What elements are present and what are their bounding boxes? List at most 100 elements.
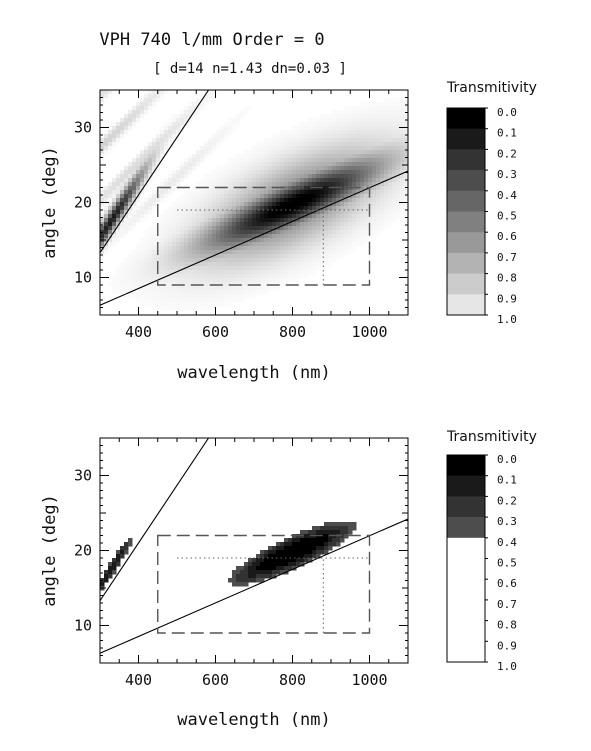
heatmap-cell	[316, 226, 321, 231]
heatmap-cell	[272, 150, 277, 155]
heatmap-cell	[228, 578, 233, 583]
heatmap-cell	[312, 222, 317, 227]
heatmap-cell	[212, 90, 217, 95]
heatmap-cell	[356, 238, 361, 243]
heatmap-cell	[184, 258, 189, 263]
heatmap-cell	[352, 246, 357, 251]
heatmap-cell	[376, 210, 381, 215]
heatmap-cell	[356, 142, 361, 147]
heatmap-cell	[280, 230, 285, 235]
heatmap-cell	[280, 566, 285, 571]
legend-swatch	[447, 232, 485, 254]
heatmap-cell	[276, 162, 281, 167]
heatmap-cell	[260, 162, 265, 167]
heatmap-cell	[240, 238, 245, 243]
heatmap-cell	[224, 222, 229, 227]
heatmap-cell	[400, 122, 405, 127]
heatmap-cell	[176, 254, 181, 259]
heatmap-cell	[268, 246, 273, 251]
heatmap-cell	[204, 258, 209, 263]
heatmap-cell	[360, 114, 365, 119]
heatmap-cell	[156, 150, 161, 155]
heatmap-cell	[260, 146, 265, 151]
heatmap-cell	[272, 230, 277, 235]
heatmap-cell	[192, 238, 197, 243]
heatmap-cell	[140, 170, 145, 175]
heatmap-cell	[248, 182, 253, 187]
heatmap-cell	[364, 162, 369, 167]
heatmap-cell	[140, 186, 145, 191]
heatmap-cell	[352, 150, 357, 155]
heatmap-cell	[152, 174, 157, 179]
heatmap-cell	[316, 526, 321, 531]
legend-label: 1.0	[497, 313, 517, 326]
heatmap-cell	[384, 190, 389, 195]
heatmap-cell	[252, 174, 257, 179]
heatmap-cell	[144, 154, 149, 159]
heatmap-cell	[312, 174, 317, 179]
heatmap-cell	[348, 526, 353, 531]
heatmap-cell	[116, 550, 121, 555]
heatmap-cell	[140, 286, 145, 291]
heatmap-cell	[116, 282, 121, 287]
heatmap-cell	[152, 142, 157, 147]
heatmap-cell	[232, 238, 237, 243]
x-tick-label: 600	[202, 323, 229, 341]
heatmap-cell	[312, 202, 317, 207]
heatmap-cell	[292, 250, 297, 255]
heatmap-cell	[388, 126, 393, 131]
heatmap-cell	[276, 242, 281, 247]
heatmap-cell	[352, 198, 357, 203]
heatmap-cell	[244, 154, 249, 159]
heatmap-cell	[184, 278, 189, 283]
legend-label: 0.6	[497, 230, 517, 243]
heatmap-cell	[104, 246, 109, 251]
heatmap-cell	[276, 234, 281, 239]
heatmap-cell	[140, 206, 145, 211]
heatmap-cell	[260, 142, 265, 147]
heatmap-cell	[180, 178, 185, 183]
heatmap-cell	[208, 294, 213, 299]
heatmap-cell	[208, 174, 213, 179]
heatmap-cell	[348, 186, 353, 191]
heatmap-cell	[328, 130, 333, 135]
heatmap-cell	[196, 226, 201, 231]
heatmap-cell	[132, 210, 137, 215]
heatmap-cell	[260, 202, 265, 207]
heatmap-cell	[380, 226, 385, 231]
heatmap-cell	[308, 154, 313, 159]
dispersion-line-1	[100, 90, 210, 254]
heatmap-cell	[336, 206, 341, 211]
heatmap-cell	[284, 238, 289, 243]
heatmap-cell	[332, 130, 337, 135]
heatmap-cell	[188, 190, 193, 195]
heatmap-cell	[244, 290, 249, 295]
heatmap-cell	[320, 186, 325, 191]
heatmap-cell	[120, 286, 125, 291]
heatmap-cell	[384, 162, 389, 167]
heatmap-cell	[372, 182, 377, 187]
heatmap-cell	[348, 174, 353, 179]
heatmap-cell	[100, 214, 105, 219]
heatmap-cell	[144, 274, 149, 279]
heatmap-cell	[244, 186, 249, 191]
heatmap-cell	[176, 278, 181, 283]
heatmap-cell	[380, 142, 385, 147]
heatmap-cell	[392, 126, 397, 131]
heatmap-cell	[364, 146, 369, 151]
heatmap-cell	[248, 282, 253, 287]
heatmap-cell	[328, 142, 333, 147]
heatmap-cell	[352, 114, 357, 119]
heatmap-cell	[240, 190, 245, 195]
heatmap-cell	[380, 154, 385, 159]
heatmap-cell	[356, 114, 361, 119]
heatmap-cell	[316, 550, 321, 555]
heatmap-cell	[360, 118, 365, 123]
legend-label: 0.1	[497, 127, 517, 140]
heatmap-cell	[248, 234, 253, 239]
heatmap-cell	[392, 138, 397, 143]
heatmap-cell	[296, 242, 301, 247]
heatmap-cell	[368, 162, 373, 167]
heatmap-cell	[336, 214, 341, 219]
heatmap-cell	[324, 126, 329, 131]
